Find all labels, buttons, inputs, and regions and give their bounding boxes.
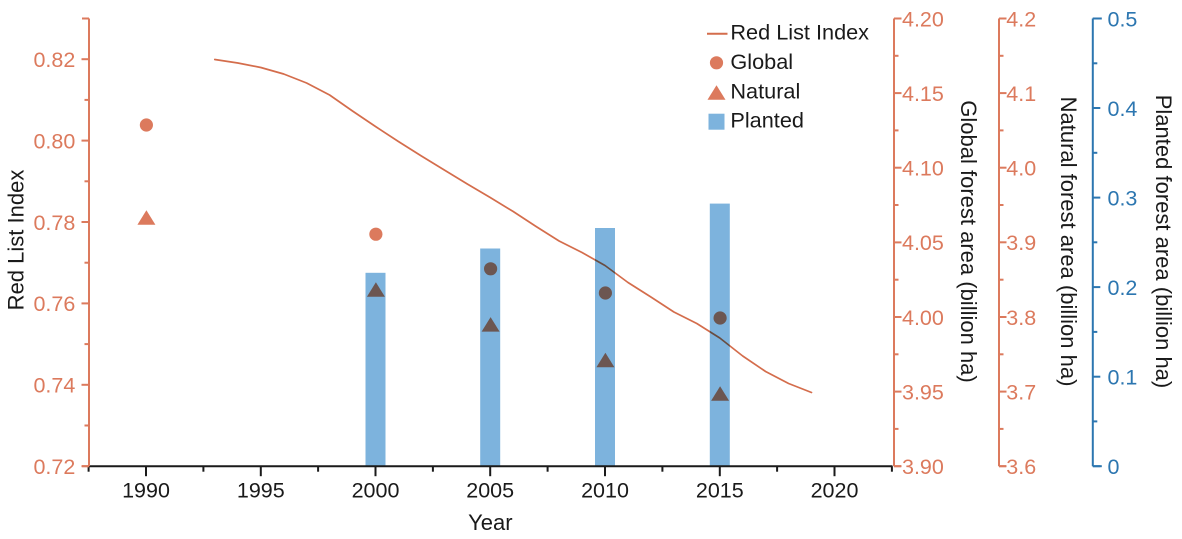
svg-text:4.1: 4.1	[1006, 82, 1036, 106]
svg-text:0.1: 0.1	[1108, 366, 1138, 390]
svg-text:Natural: Natural	[730, 79, 800, 104]
svg-text:0.76: 0.76	[33, 292, 75, 316]
svg-text:Global: Global	[730, 49, 793, 74]
svg-text:Natural forest area (billion h: Natural forest area (billion ha)	[1056, 97, 1081, 387]
svg-text:0.5: 0.5	[1108, 7, 1138, 31]
svg-text:0.2: 0.2	[1108, 276, 1138, 300]
svg-text:2020: 2020	[811, 479, 859, 503]
svg-text:3.95: 3.95	[902, 380, 944, 404]
svg-text:4.0: 4.0	[1006, 157, 1036, 181]
svg-text:1995: 1995	[237, 479, 285, 503]
svg-text:Planted: Planted	[730, 108, 804, 133]
svg-text:3.90: 3.90	[902, 455, 944, 479]
svg-text:0.74: 0.74	[33, 374, 75, 398]
svg-text:4.00: 4.00	[902, 306, 944, 330]
svg-text:1990: 1990	[122, 479, 170, 503]
svg-text:4.20: 4.20	[902, 7, 944, 31]
svg-text:0.80: 0.80	[33, 129, 75, 153]
svg-text:2010: 2010	[581, 479, 629, 503]
svg-text:0.72: 0.72	[33, 455, 75, 479]
svg-text:Red List Index: Red List Index	[730, 20, 869, 45]
svg-text:Year: Year	[468, 510, 512, 534]
svg-text:Planted forest area (billion h: Planted forest area (billion ha)	[1151, 95, 1176, 389]
svg-text:0.82: 0.82	[33, 48, 75, 72]
svg-text:0.4: 0.4	[1108, 97, 1138, 121]
svg-text:Global forest area (billion ha: Global forest area (billion ha)	[956, 100, 981, 382]
svg-text:4.05: 4.05	[902, 231, 944, 255]
svg-text:4.15: 4.15	[902, 82, 944, 106]
svg-text:Red List Index: Red List Index	[3, 170, 28, 311]
svg-text:3.6: 3.6	[1006, 455, 1036, 479]
svg-text:4.10: 4.10	[902, 157, 944, 181]
svg-text:0: 0	[1108, 455, 1120, 479]
svg-text:2015: 2015	[696, 479, 744, 503]
svg-text:2005: 2005	[466, 479, 514, 503]
svg-text:3.7: 3.7	[1006, 380, 1036, 404]
svg-text:4.2: 4.2	[1006, 7, 1036, 31]
svg-text:0.3: 0.3	[1108, 186, 1138, 210]
svg-text:2000: 2000	[352, 479, 400, 503]
svg-text:3.8: 3.8	[1006, 306, 1036, 330]
svg-text:0.78: 0.78	[33, 211, 75, 235]
svg-text:3.9: 3.9	[1006, 231, 1036, 255]
